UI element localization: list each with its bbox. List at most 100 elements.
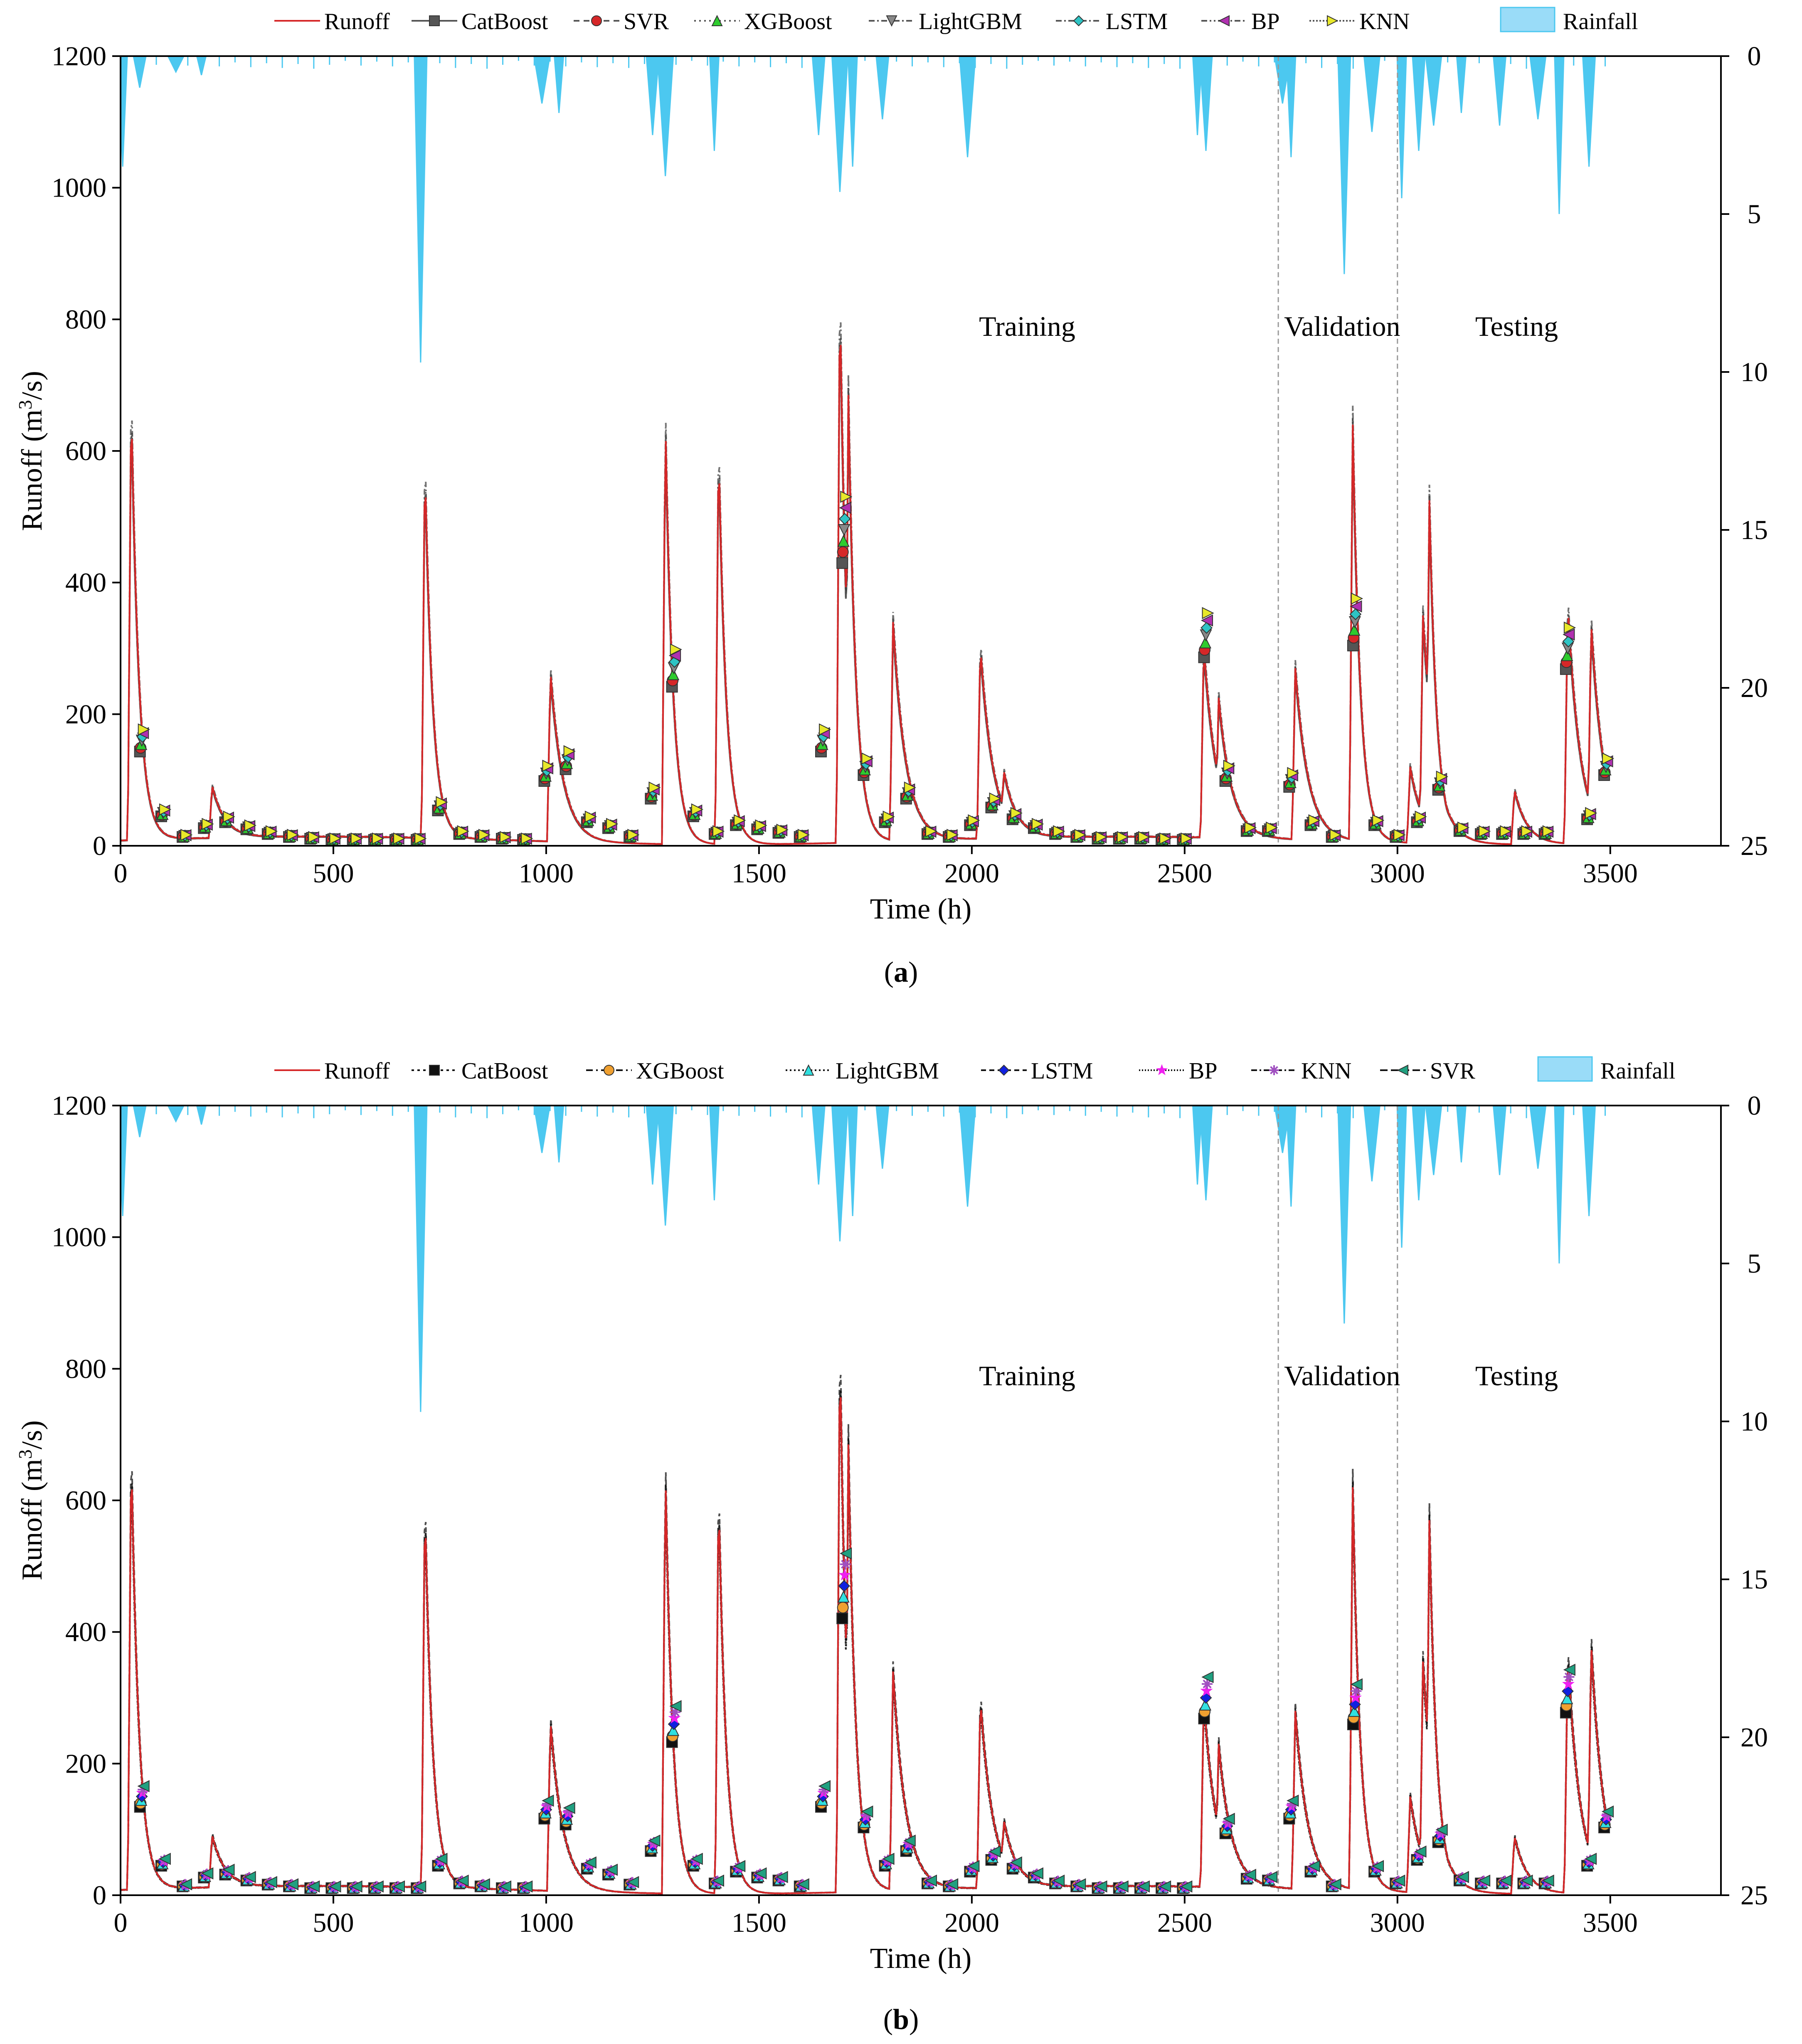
marker-catboost — [836, 1612, 848, 1624]
legend: Runoff CatBoost SVR XGBoost LightGBM LSTM BP KN… — [274, 7, 1638, 34]
marker-svr — [1137, 1880, 1150, 1893]
marker-knn — [478, 829, 491, 841]
rainfall-series — [121, 56, 1606, 363]
rainfall-bar — [657, 56, 674, 176]
legend-label: XGBoost — [744, 9, 832, 34]
rainfall-bar — [1199, 56, 1213, 151]
marker-svr — [837, 546, 849, 558]
marker-knn — [542, 759, 555, 772]
marker-svr — [584, 1856, 597, 1869]
marker-svr — [1542, 1874, 1554, 1887]
rainfall-bar — [646, 56, 660, 135]
marker-svr — [520, 1880, 533, 1893]
rainfall-bar — [167, 1106, 185, 1123]
marker-knn — [818, 723, 831, 736]
marker-svr — [478, 1878, 490, 1891]
legend-label: Rainfall — [1563, 9, 1638, 34]
legend-label: LightGBM — [836, 1058, 939, 1084]
legend-label: XGBoost — [636, 1058, 724, 1084]
rainfall-bar — [959, 56, 976, 158]
marker-knn — [1329, 829, 1342, 841]
marker-knn — [1031, 818, 1044, 830]
y2-tick-label: 0 — [1748, 1091, 1761, 1121]
marker-bp — [1563, 628, 1575, 641]
period-label-validation: Validation — [1284, 1360, 1400, 1391]
y-tick-label: 800 — [65, 304, 106, 335]
rainfall-bar — [167, 56, 185, 74]
marker-svr — [414, 1880, 426, 1893]
marker-knn — [797, 829, 810, 841]
marker-svr — [1180, 1880, 1193, 1893]
marker-lightgbm — [1199, 1698, 1212, 1711]
marker-svr — [1287, 1794, 1299, 1807]
legend-marker — [1156, 1064, 1168, 1075]
marker-svr — [903, 1835, 916, 1847]
marker-svr — [222, 1864, 235, 1876]
x-tick-label: 0 — [114, 858, 128, 889]
marker-knn — [989, 792, 1001, 805]
marker-svr — [989, 1845, 1001, 1858]
marker-svr — [1244, 1869, 1256, 1881]
rainfall-bar — [1286, 56, 1297, 158]
marker-xgboost — [837, 1601, 849, 1613]
marker-knn — [265, 825, 278, 837]
series-markers — [134, 1547, 1614, 1894]
legend-marker — [604, 1065, 614, 1076]
period-label-training: Training — [979, 1360, 1075, 1391]
legend-label: KNN — [1359, 9, 1410, 34]
x-tick-label: 3000 — [1370, 858, 1425, 889]
marker-svr — [435, 1852, 448, 1865]
marker-knn — [500, 831, 512, 843]
marker-svr — [1052, 1874, 1065, 1887]
marker-svr — [1371, 1860, 1384, 1872]
y2-tick-label: 10 — [1740, 357, 1768, 387]
rainfall-bar — [196, 56, 207, 75]
rainfall-bar — [121, 56, 128, 167]
marker-lightgbm — [667, 1724, 680, 1736]
marker-xgboost — [1348, 623, 1361, 636]
marker-lstm — [838, 1580, 850, 1592]
legend: Runoff CatBoost XGBoost LightGBM LSTM BP KNN SV… — [274, 1056, 1675, 1084]
marker-svr — [1499, 1874, 1512, 1887]
marker-knn — [1202, 1678, 1213, 1689]
marker-svr — [1435, 1823, 1448, 1836]
rainfall-bar — [811, 56, 826, 135]
marker-bp — [1200, 1684, 1213, 1697]
period-label-testing: Testing — [1475, 1360, 1558, 1391]
y-tick-label: 400 — [65, 1617, 106, 1648]
marker-knn — [159, 803, 172, 816]
legend-label: SVR — [1430, 1058, 1476, 1084]
legend-rainfall-patch — [1537, 1056, 1593, 1082]
x-tick-label: 2000 — [944, 1908, 999, 1938]
marker-svr — [1601, 1805, 1614, 1818]
rainfall-bar — [1337, 56, 1351, 274]
marker-knn — [138, 723, 150, 736]
plot-area — [121, 1106, 1614, 1895]
marker-svr — [1159, 1880, 1171, 1893]
marker-knn — [180, 829, 193, 841]
rainfall-bar — [1493, 56, 1507, 126]
marker-lstm — [1562, 635, 1575, 648]
legend-label: SVR — [624, 9, 669, 34]
marker-knn — [883, 810, 895, 823]
rainfall-bar — [831, 56, 848, 192]
marker-knn — [1223, 759, 1235, 772]
marker-knn — [287, 829, 299, 841]
marker-knn — [1563, 1671, 1575, 1682]
marker-knn — [521, 832, 533, 845]
panel-a: 0 500 1000 1500 2000 2500 3000 3500020040060080… — [15, 7, 1768, 925]
y-tick-label: 200 — [65, 1748, 106, 1779]
marker-knn — [1181, 832, 1193, 845]
marker-svr — [1329, 1878, 1341, 1891]
rainfall-bar — [1396, 56, 1407, 199]
marker-svr — [542, 1794, 554, 1807]
marker-svr — [392, 1880, 405, 1893]
marker-bp — [1349, 1691, 1362, 1703]
rainfall-bar — [133, 1106, 147, 1138]
plot-area — [121, 56, 1615, 846]
marker-svr — [690, 1852, 703, 1865]
marker-svr — [1074, 1878, 1086, 1891]
marker-knn — [734, 814, 746, 827]
marker-knn — [712, 825, 725, 837]
marker-svr — [1457, 1871, 1469, 1883]
